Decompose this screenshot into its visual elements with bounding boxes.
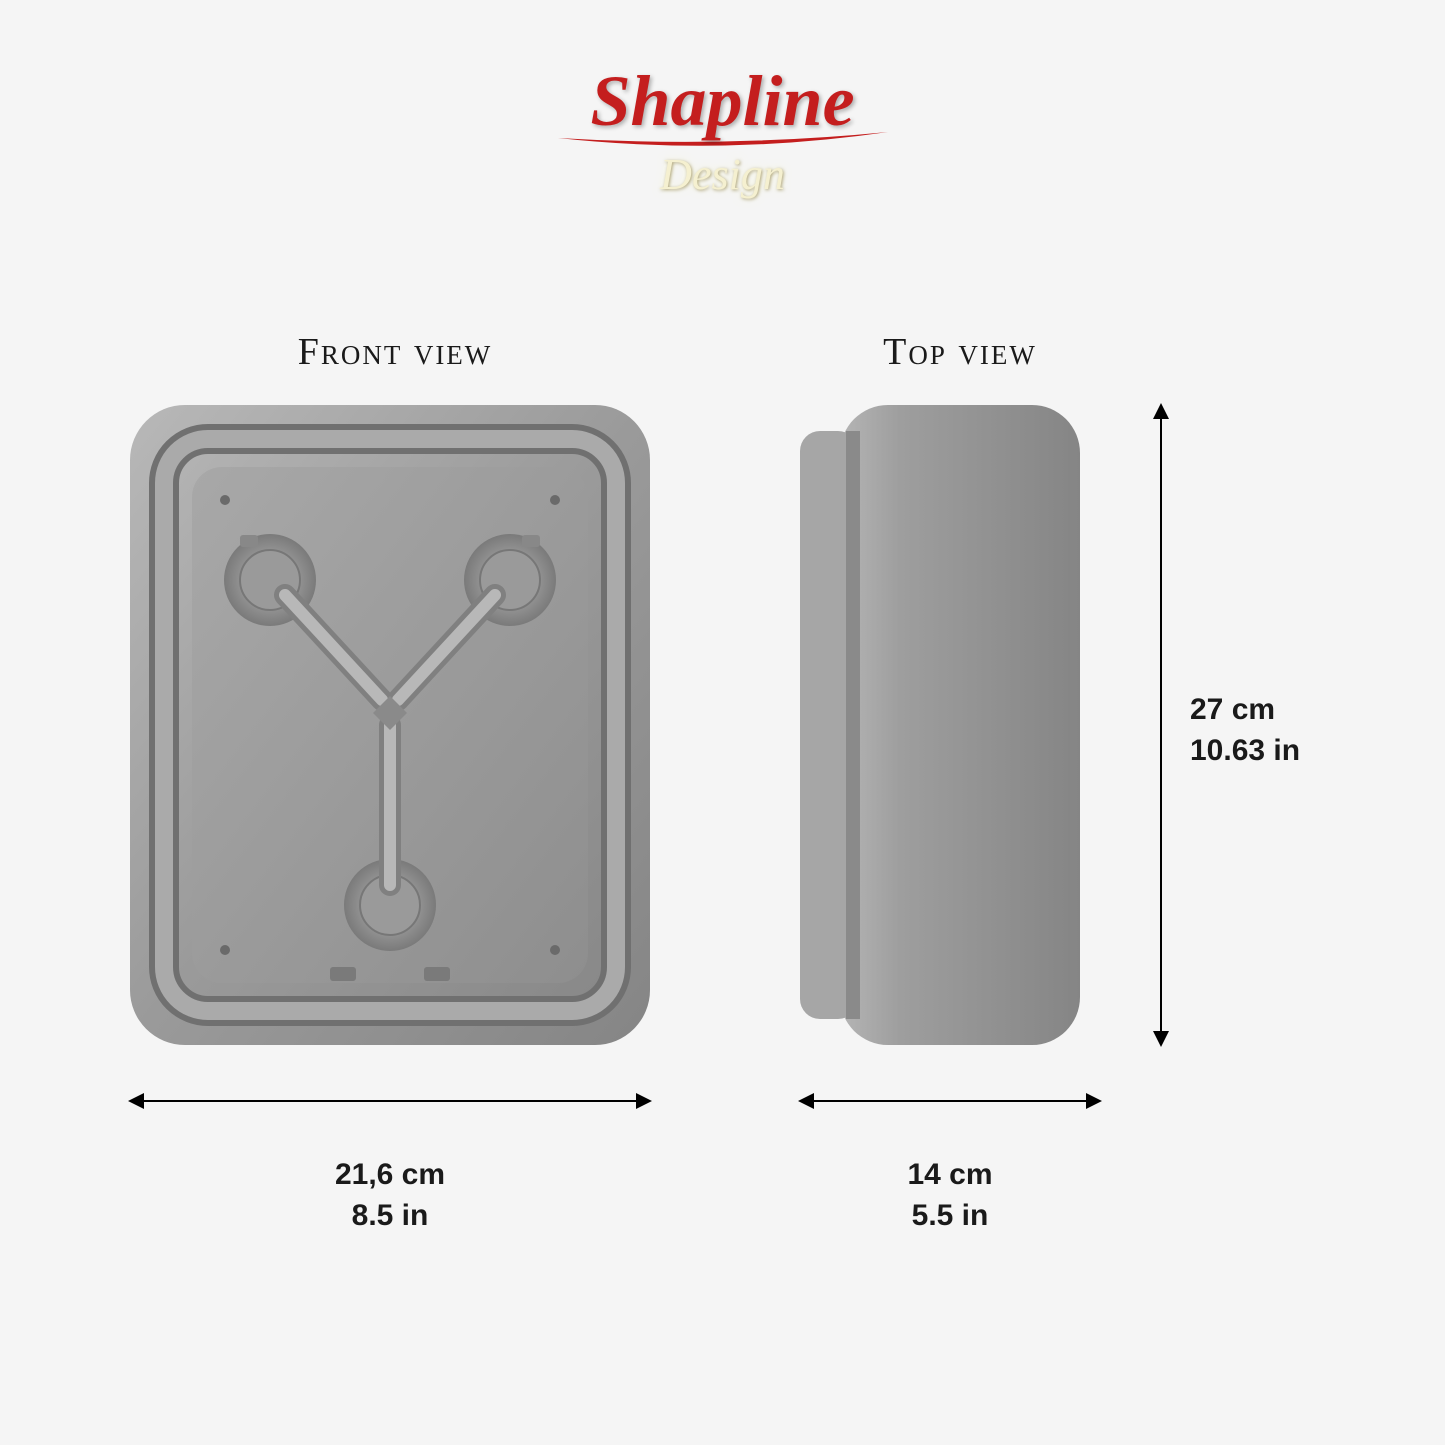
top-view-render	[800, 405, 1100, 1045]
front-width-dimension-line	[130, 1100, 650, 1102]
front-width-cm: 21,6 cm	[130, 1155, 650, 1196]
front-width-dimension: 21,6 cm 8.5 in	[130, 1155, 650, 1236]
height-in: 10.63 in	[1190, 731, 1370, 772]
front-view-render	[130, 405, 650, 1045]
height-dimension-line	[1160, 405, 1162, 1045]
logo-title: Shapline	[553, 60, 893, 143]
top-depth-dimension-line	[800, 1100, 1100, 1102]
front-width-in: 8.5 in	[130, 1196, 650, 1237]
top-depth-in: 5.5 in	[800, 1196, 1100, 1237]
height-cm: 27 cm	[1190, 690, 1370, 731]
top-view-label: Top view	[810, 330, 1110, 374]
logo-subtitle: Design	[553, 149, 893, 200]
brand-logo: Shapline Design	[553, 60, 893, 200]
front-view-label: Front view	[195, 330, 595, 374]
top-depth-dimension: 14 cm 5.5 in	[800, 1155, 1100, 1236]
top-depth-cm: 14 cm	[800, 1155, 1100, 1196]
height-dimension: 27 cm 10.63 in	[1190, 690, 1370, 771]
